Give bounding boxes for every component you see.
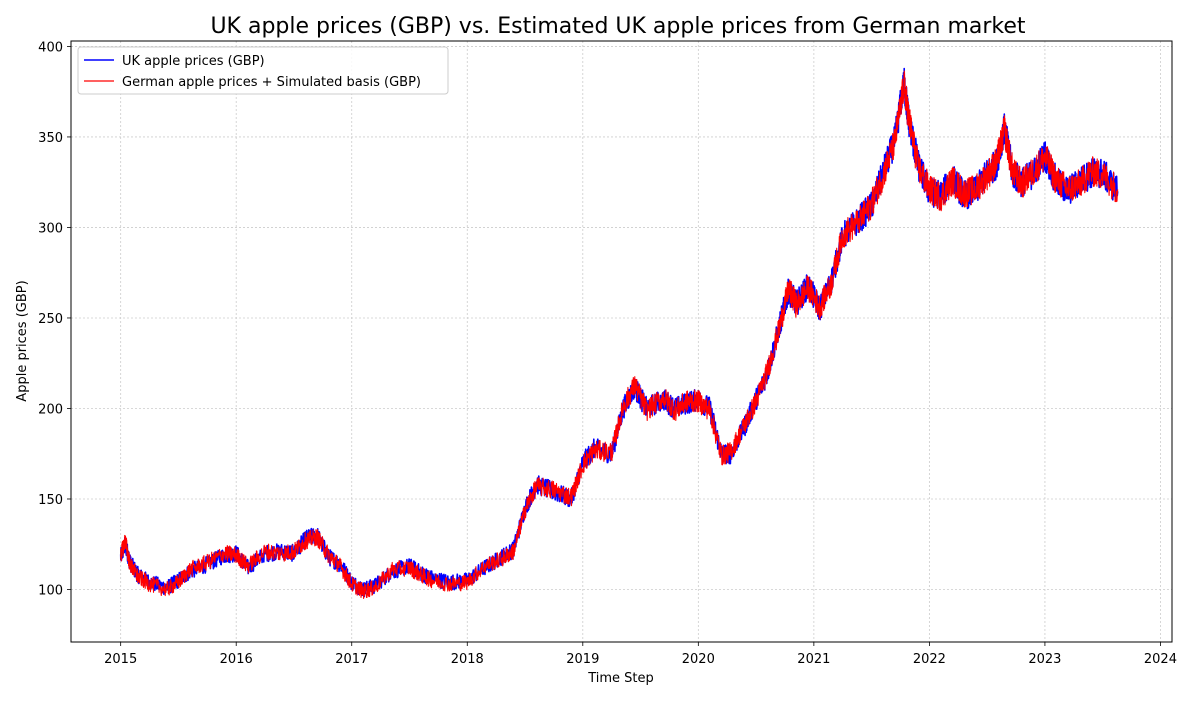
y-tick-label: 150 xyxy=(38,493,63,508)
legend: UK apple prices (GBP) German apple price… xyxy=(77,46,449,95)
x-tick-label: 2015 xyxy=(104,652,137,667)
plot-frame xyxy=(70,40,1173,643)
y-tick-label: 350 xyxy=(38,131,63,146)
axis-ticks: 2015 2016 2017 2018 2019 2020 2021 2022 2023 2024… xyxy=(38,40,1177,667)
x-tick-label: 2018 xyxy=(451,652,484,667)
legend-label-german: German apple prices + Simulated basis (G… xyxy=(122,75,421,90)
x-tick-label: 2019 xyxy=(566,652,599,667)
x-tick-label: 2023 xyxy=(1028,652,1061,667)
grid xyxy=(71,41,1172,642)
x-tick-label: 2016 xyxy=(220,652,253,667)
legend-box xyxy=(77,46,449,95)
series-line-uk xyxy=(119,67,1119,598)
x-tick-label: 2024 xyxy=(1144,652,1177,667)
series-line-german xyxy=(120,70,1119,600)
y-tick-label: 300 xyxy=(38,221,63,236)
legend-label-uk: UK apple prices (GBP) xyxy=(122,54,265,69)
x-tick-label: 2017 xyxy=(335,652,368,667)
y-tick-label: 200 xyxy=(38,402,63,417)
x-tick-label: 2022 xyxy=(913,652,946,667)
y-tick-label: 250 xyxy=(38,312,63,327)
y-tick-label: 400 xyxy=(38,40,63,55)
y-axis-label: Apple prices (GBP) xyxy=(15,280,30,401)
y-tick-label: 100 xyxy=(38,584,63,599)
x-axis-label: Time Step xyxy=(587,671,654,686)
x-tick-label: 2020 xyxy=(682,652,715,667)
chart-title: UK apple prices (GBP) vs. Estimated UK a… xyxy=(210,14,1025,39)
series-lines xyxy=(119,67,1119,600)
x-tick-label: 2021 xyxy=(797,652,830,667)
